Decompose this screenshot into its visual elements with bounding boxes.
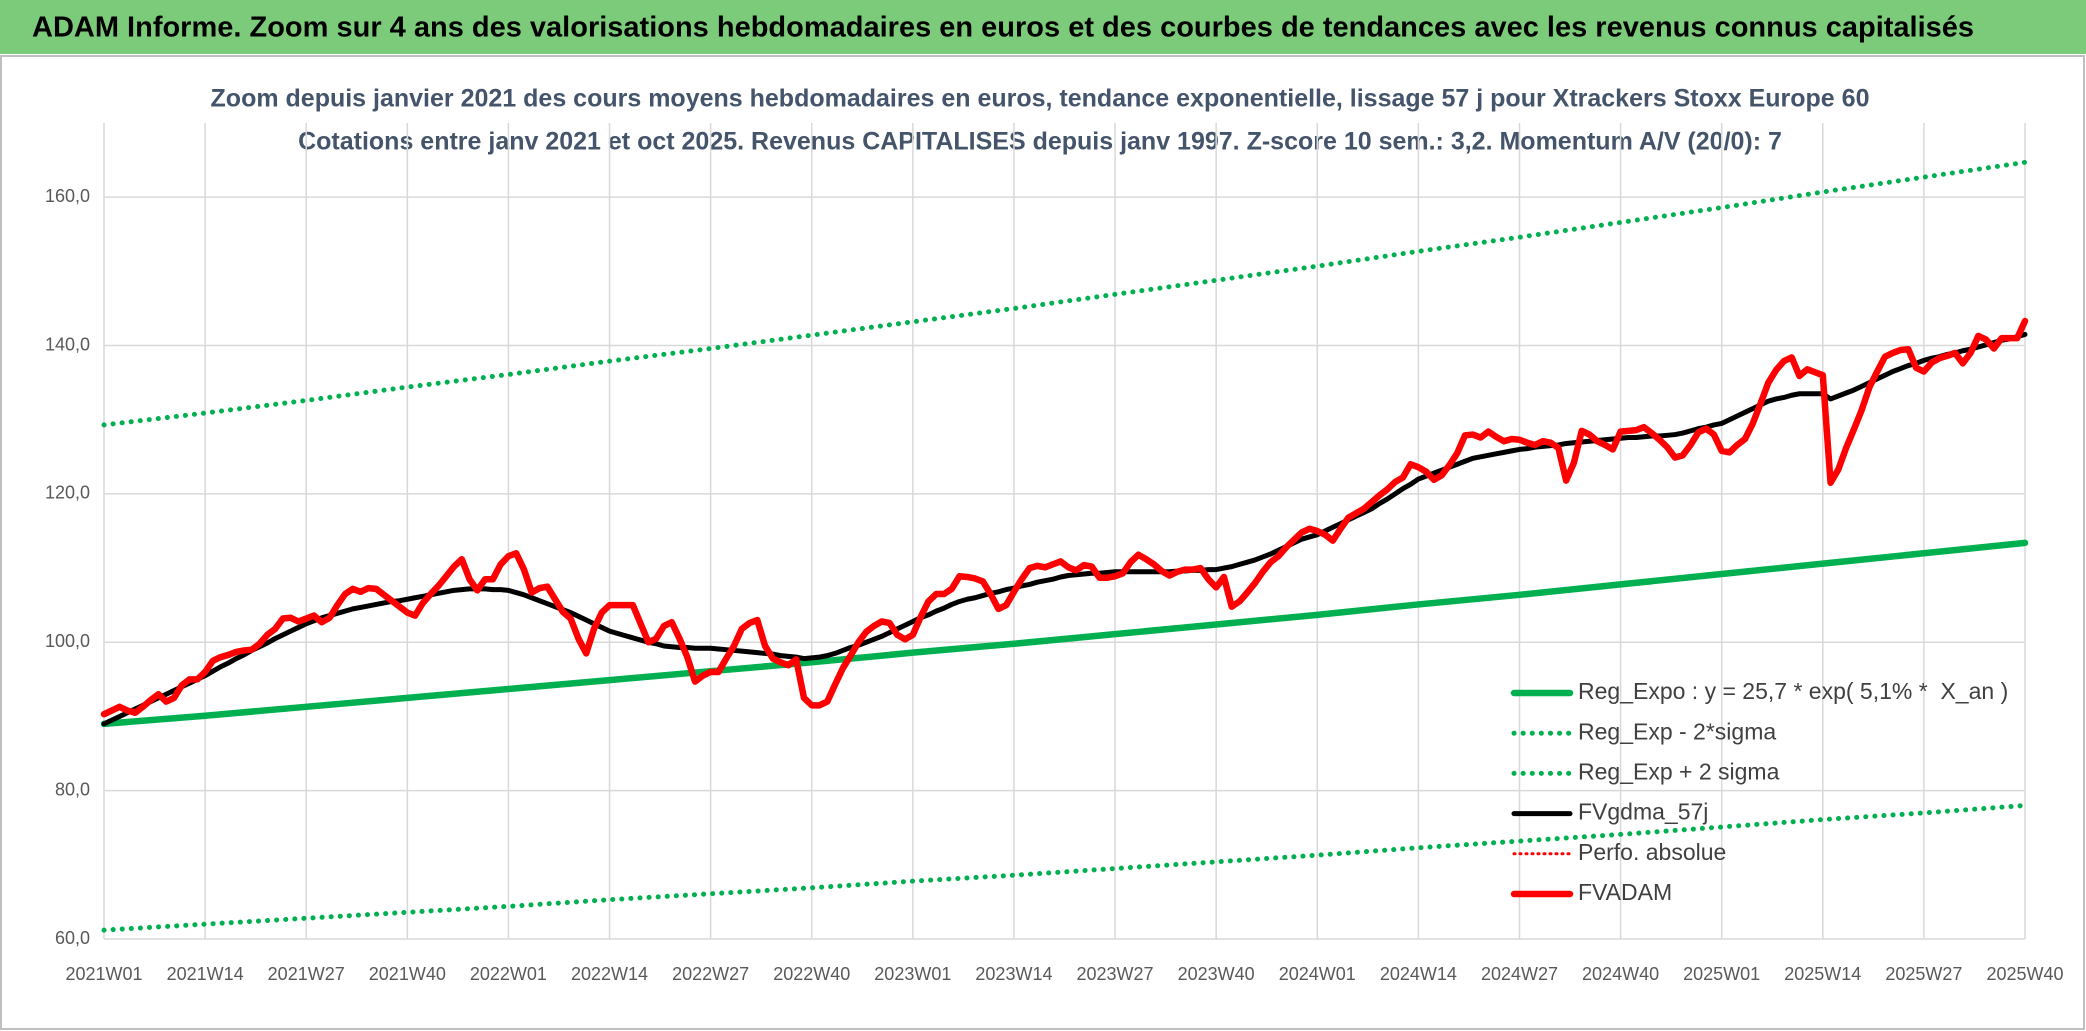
- chart-frame: [0, 55, 2085, 1030]
- plot: [100, 159, 2029, 933]
- legend-label: Reg_Exp - 2*sigma: [1578, 718, 1776, 744]
- x-tick-label: 2021W40: [369, 964, 446, 984]
- x-tick-label: 2021W01: [65, 964, 142, 984]
- x-tick-label: 2023W27: [1077, 964, 1154, 984]
- y-tick-label: 140,0: [45, 334, 90, 354]
- y-tick-label: 120,0: [45, 483, 90, 503]
- x-tick-label: 2025W01: [1683, 964, 1760, 984]
- x-tick-label: 2023W40: [1178, 964, 1255, 984]
- x-tick-label: 2024W27: [1481, 964, 1558, 984]
- x-tick-label: 2022W01: [470, 964, 547, 984]
- x-tick-label: 2022W14: [571, 964, 648, 984]
- x-tick-label: 2025W40: [1986, 964, 2063, 984]
- legend-label: FVADAM: [1578, 879, 1672, 905]
- x-tick-label: 2021W14: [167, 964, 244, 984]
- legend-label: FVgdma_57j: [1578, 799, 1708, 825]
- series-line: [100, 317, 2029, 718]
- legend-label: Reg_Exp + 2 sigma: [1578, 758, 1780, 784]
- x-tick-label: 2025W27: [1885, 964, 1962, 984]
- legend: Reg_Expo : y = 25,7 * exp( 5,1% * X_an )…: [1510, 678, 2008, 905]
- x-tick-label: 2024W14: [1380, 964, 1457, 984]
- y-tick-label: 160,0: [45, 186, 90, 206]
- x-tick-label: 2022W40: [773, 964, 850, 984]
- x-tick-label: 2023W01: [874, 964, 951, 984]
- x-tick-label: 2021W27: [268, 964, 345, 984]
- x-tick-label: 2024W01: [1279, 964, 1356, 984]
- chart-title: Zoom depuis janvier 2021 des cours moyen…: [211, 85, 1870, 113]
- x-tick-label: 2022W27: [672, 964, 749, 984]
- chart-subtitle: Cotations entre janv 2021 et oct 2025. R…: [298, 128, 1782, 156]
- x-tick-label: 2024W40: [1582, 964, 1659, 984]
- x-tick-label: 2023W14: [975, 964, 1052, 984]
- legend-label: Reg_Expo : y = 25,7 * exp( 5,1% * X_an ): [1578, 678, 2008, 704]
- y-tick-label: 80,0: [55, 779, 90, 799]
- x-tick-label: 2025W14: [1784, 964, 1861, 984]
- grid: 60,0 80,0 100,0 120,0 140,0 160,0 2021W01 2021W…: [45, 123, 2064, 984]
- y-tick-label: 60,0: [55, 928, 90, 948]
- y-tick-label: 100,0: [45, 631, 90, 651]
- legend-label: Perfo. absolue: [1578, 839, 1726, 865]
- header-bar: [0, 0, 2086, 54]
- series-line: [101, 802, 2028, 933]
- header-title: ADAM Informe. Zoom sur 4 ans des valoris…: [32, 12, 1974, 44]
- series-line: [100, 539, 2029, 728]
